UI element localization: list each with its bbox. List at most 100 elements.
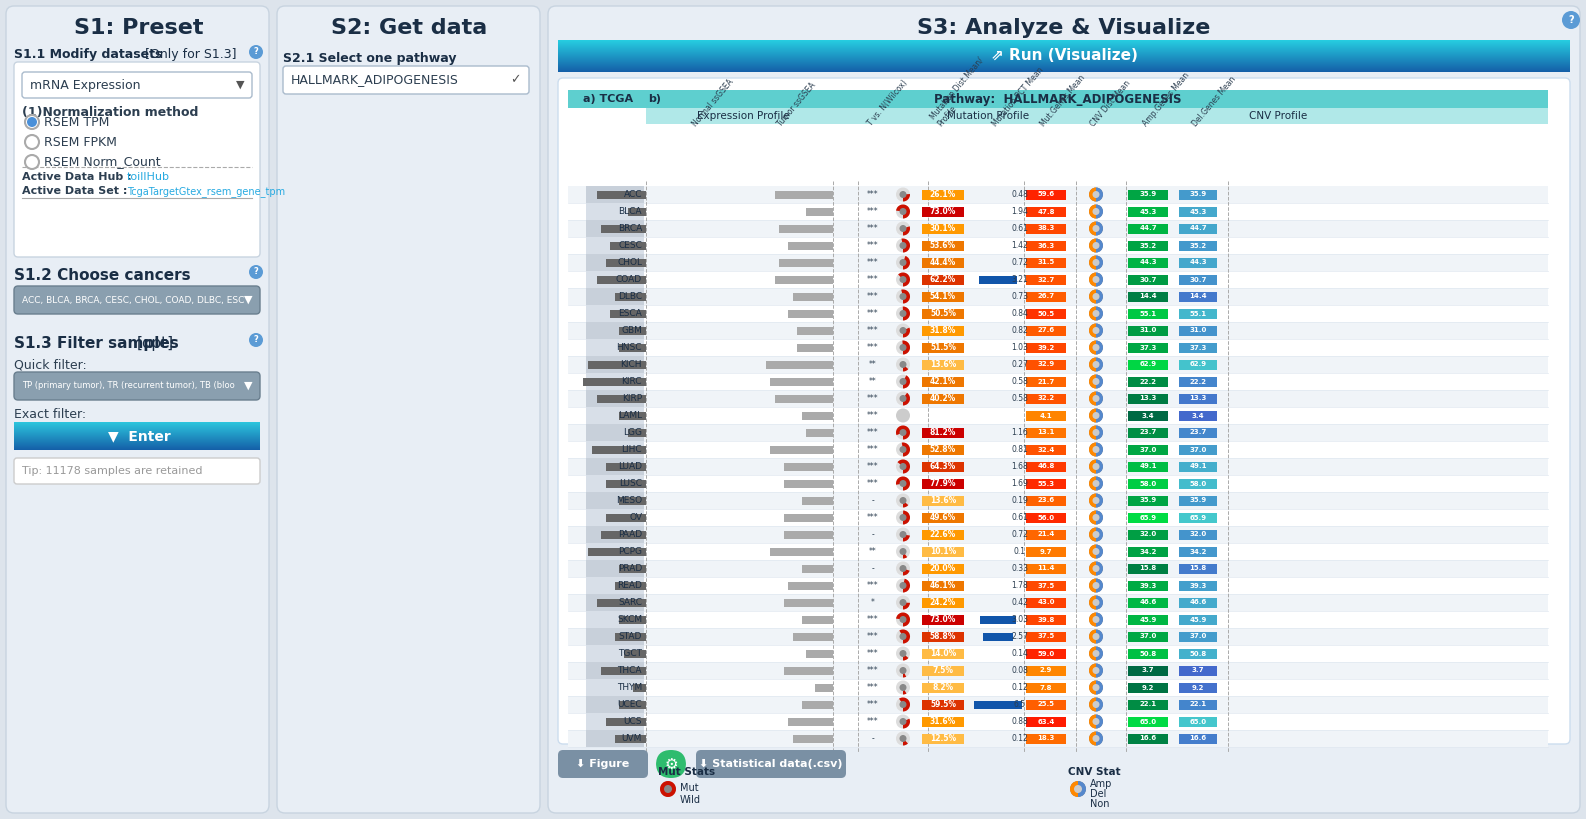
Text: 9.7: 9.7 <box>1040 549 1052 554</box>
Text: 44.7: 44.7 <box>1139 225 1156 232</box>
Wedge shape <box>901 238 910 252</box>
Bar <box>1026 513 1066 523</box>
Bar <box>14 429 260 430</box>
Text: 16.6: 16.6 <box>1190 735 1207 741</box>
Bar <box>611 310 646 318</box>
Text: 2.57: 2.57 <box>1012 632 1028 641</box>
Bar <box>585 594 644 611</box>
Bar <box>974 700 1021 708</box>
Text: ***: *** <box>868 258 879 267</box>
Text: 35.2: 35.2 <box>1190 242 1207 248</box>
Text: Expression Profile: Expression Profile <box>696 111 790 121</box>
Bar <box>568 696 1548 713</box>
Bar <box>921 546 964 556</box>
Wedge shape <box>1096 358 1102 372</box>
Circle shape <box>1090 477 1102 491</box>
Circle shape <box>1562 11 1580 29</box>
Circle shape <box>899 225 907 232</box>
Text: 59.6: 59.6 <box>1037 192 1055 197</box>
Bar <box>1026 530 1066 540</box>
Bar <box>783 667 833 675</box>
Text: 44.3: 44.3 <box>1139 260 1156 265</box>
Circle shape <box>899 497 907 504</box>
Bar <box>606 479 646 487</box>
Bar <box>585 271 644 288</box>
Bar <box>585 356 644 373</box>
Bar <box>568 322 1548 339</box>
Text: OV: OV <box>630 513 642 522</box>
Text: 27.6: 27.6 <box>1037 328 1055 333</box>
Bar <box>783 599 833 607</box>
Text: 0.19: 0.19 <box>1012 496 1028 505</box>
Bar <box>921 478 964 488</box>
Text: 45.3: 45.3 <box>1190 209 1207 215</box>
Bar <box>1128 241 1167 251</box>
Bar <box>596 275 646 283</box>
Bar <box>1178 478 1216 488</box>
Wedge shape <box>902 535 910 541</box>
Bar <box>1026 377 1066 387</box>
Bar <box>614 735 646 743</box>
Bar <box>1026 393 1066 404</box>
Bar <box>606 463 646 470</box>
Bar <box>1128 393 1167 404</box>
FancyBboxPatch shape <box>696 750 845 778</box>
Wedge shape <box>1096 306 1102 320</box>
Text: 37.3: 37.3 <box>1139 345 1156 351</box>
Wedge shape <box>1090 238 1096 252</box>
FancyBboxPatch shape <box>657 750 687 778</box>
Text: 0.81: 0.81 <box>1012 445 1028 454</box>
Bar <box>788 717 833 726</box>
Bar <box>1026 241 1066 251</box>
Text: LUSC: LUSC <box>619 479 642 488</box>
Bar <box>585 696 644 713</box>
Bar <box>921 274 964 284</box>
Bar <box>14 439 260 440</box>
Bar <box>585 254 644 271</box>
Wedge shape <box>902 671 906 677</box>
Bar <box>1178 631 1216 641</box>
Wedge shape <box>902 603 910 609</box>
Bar <box>774 395 833 402</box>
Bar <box>1026 614 1066 625</box>
Circle shape <box>1090 578 1102 592</box>
Text: ***: *** <box>868 241 879 250</box>
Wedge shape <box>1090 221 1096 236</box>
Bar <box>1026 325 1066 336</box>
Text: 58.0: 58.0 <box>1139 481 1156 486</box>
Bar <box>1128 649 1167 658</box>
Text: 11.4: 11.4 <box>1037 565 1055 572</box>
Bar <box>1026 428 1066 437</box>
Wedge shape <box>1096 595 1102 609</box>
Text: 22.2: 22.2 <box>1139 378 1156 384</box>
Text: 0.1: 0.1 <box>1013 547 1026 556</box>
Wedge shape <box>898 273 910 287</box>
Wedge shape <box>660 781 676 797</box>
Circle shape <box>1093 344 1099 351</box>
Text: -: - <box>872 496 874 505</box>
Bar <box>14 440 260 441</box>
Text: 65.9: 65.9 <box>1139 514 1156 521</box>
Bar <box>801 496 833 505</box>
Bar <box>806 207 833 215</box>
Bar <box>1026 461 1066 472</box>
Circle shape <box>899 548 907 555</box>
Circle shape <box>1093 446 1099 453</box>
Text: 81.2%: 81.2% <box>929 428 956 437</box>
Text: 39.2: 39.2 <box>1037 345 1055 351</box>
Text: 31.5: 31.5 <box>1037 260 1055 265</box>
Wedge shape <box>1096 527 1102 541</box>
Bar <box>1178 360 1216 369</box>
Bar <box>921 717 964 726</box>
Text: Del.Genes Mean: Del.Genes Mean <box>1191 75 1239 128</box>
Text: LIHC: LIHC <box>622 445 642 454</box>
FancyBboxPatch shape <box>282 66 530 94</box>
Wedge shape <box>1090 358 1096 372</box>
Circle shape <box>1090 273 1102 287</box>
Text: ?: ? <box>1569 15 1573 25</box>
Text: RSEM FPKM: RSEM FPKM <box>44 135 117 148</box>
Bar <box>14 426 260 427</box>
Bar <box>1128 631 1167 641</box>
Bar <box>14 430 260 431</box>
Bar <box>798 343 833 351</box>
